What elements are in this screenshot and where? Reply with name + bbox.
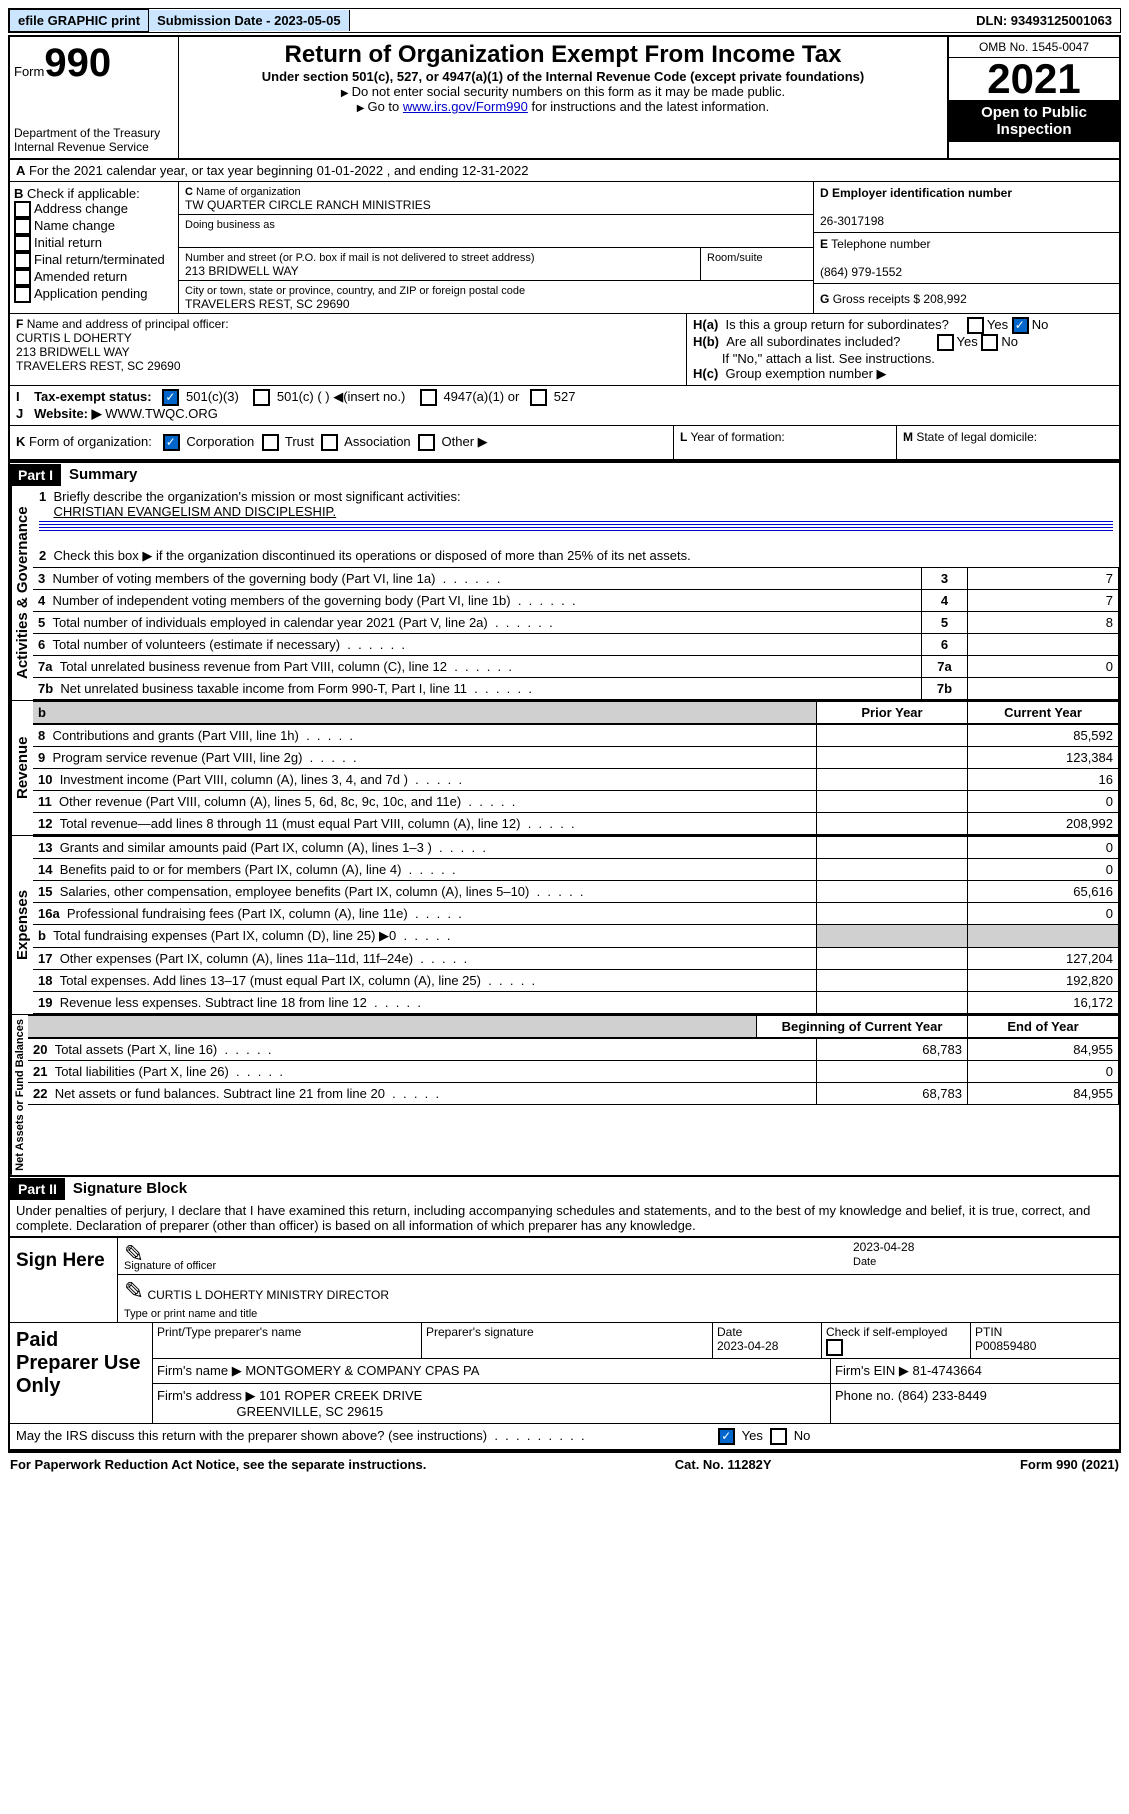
tax-year: 2021 — [949, 58, 1119, 100]
section-d-e-g: D Employer identification number26-30171… — [813, 182, 1119, 313]
city-state-zip: TRAVELERS REST, SC 29690 — [185, 297, 350, 311]
chk-name[interactable] — [14, 218, 31, 235]
vlabel-gov: Activities & Governance — [10, 486, 33, 700]
firm-phone: (864) 233-8449 — [898, 1388, 987, 1403]
declaration: Under penalties of perjury, I declare th… — [10, 1200, 1119, 1236]
dln: DLN: 93493125001063 — [968, 10, 1120, 31]
gov-table: 3 Number of voting members of the govern… — [33, 567, 1119, 700]
chk-ha-yes[interactable] — [967, 317, 984, 334]
form-number: 990 — [44, 41, 111, 85]
section-k-l-m: K Form of organization: Corporation Trus… — [10, 426, 1119, 461]
website: WWW.TWQC.ORG — [105, 406, 218, 421]
form-990-container: Form990 Department of the Treasury Inter… — [8, 35, 1121, 1451]
gross-receipts: 208,992 — [923, 292, 966, 306]
vlabel-rev: Revenue — [10, 701, 33, 835]
vlabel-exp: Expenses — [10, 836, 33, 1014]
chk-4947[interactable] — [420, 389, 437, 406]
part1-gov-block: Activities & Governance 1 Briefly descri… — [10, 486, 1119, 700]
net-header: Beginning of Current YearEnd of Year — [28, 1015, 1119, 1038]
irs-link[interactable]: www.irs.gov/Form990 — [403, 99, 528, 114]
part2-header: Part II Signature Block — [10, 1175, 1119, 1200]
net-table: 20 Total assets (Part X, line 16) . . . … — [28, 1038, 1119, 1105]
page-footer: For Paperwork Reduction Act Notice, see … — [8, 1451, 1121, 1476]
chk-app-pending[interactable] — [14, 286, 31, 303]
chk-address[interactable] — [14, 201, 31, 218]
open-public-badge: Open to Public Inspection — [949, 100, 1119, 142]
chk-501c3[interactable] — [162, 389, 179, 406]
chk-ha-no[interactable] — [1012, 317, 1029, 334]
chk-corp[interactable] — [163, 434, 180, 451]
part1-net-block: Net Assets or Fund Balances Beginning of… — [10, 1014, 1119, 1175]
chk-final[interactable] — [14, 252, 31, 269]
chk-hb-yes[interactable] — [937, 334, 954, 351]
rev-table: bPrior YearCurrent Year — [33, 701, 1119, 724]
exp-table: 13 Grants and similar amounts paid (Part… — [33, 836, 1119, 1014]
chk-501c[interactable] — [253, 389, 270, 406]
efile-button[interactable]: efile GRAPHIC print — [9, 9, 149, 32]
vlabel-net: Net Assets or Fund Balances — [10, 1015, 28, 1175]
telephone: (864) 979-1552 — [820, 265, 902, 279]
chk-hb-no[interactable] — [981, 334, 998, 351]
discuss-line: May the IRS discuss this return with the… — [10, 1423, 1119, 1449]
form-header: Form990 Department of the Treasury Inter… — [10, 37, 1119, 160]
chk-assoc[interactable] — [321, 434, 338, 451]
street-address: 213 BRIDWELL WAY — [185, 264, 299, 278]
chk-discuss-yes[interactable] — [718, 1428, 735, 1445]
section-i-j: I Tax-exempt status: 501(c)(3) 501(c) ( … — [10, 386, 1119, 426]
form-word: Form — [14, 64, 44, 79]
section-b-through-g: B Check if applicable: Address change Na… — [10, 182, 1119, 314]
sign-here-block: Sign Here ✎Signature of officer 2023-04-… — [10, 1236, 1119, 1322]
form-title: Return of Organization Exempt From Incom… — [183, 41, 943, 69]
part1-rev-block: Revenue bPrior YearCurrent Year 8 Contri… — [10, 700, 1119, 835]
subtitle-3: Go to www.irs.gov/Form990 for instructio… — [183, 99, 943, 114]
chk-self-employed[interactable] — [826, 1339, 843, 1356]
section-f-h: F Name and address of principal officer:… — [10, 314, 1119, 386]
top-bar: efile GRAPHIC print Submission Date - 20… — [8, 8, 1121, 33]
officer-sig-name: CURTIS L DOHERTY MINISTRY DIRECTOR — [147, 1288, 389, 1302]
firm-address: 101 ROPER CREEK DRIVE — [259, 1388, 422, 1403]
ptin: P00859480 — [975, 1339, 1036, 1353]
dept-treasury: Department of the Treasury — [14, 126, 174, 140]
officer-name: CURTIS L DOHERTY — [16, 331, 132, 345]
irs-label: Internal Revenue Service — [14, 140, 174, 154]
part1-exp-block: Expenses 13 Grants and similar amounts p… — [10, 835, 1119, 1014]
ein: 26-3017198 — [820, 214, 884, 228]
subtitle-2: Do not enter social security numbers on … — [183, 84, 943, 99]
chk-other[interactable] — [418, 434, 435, 451]
part1-header: Part I Summary — [10, 461, 1119, 486]
chk-discuss-no[interactable] — [770, 1428, 787, 1445]
section-c: C Name of organizationTW QUARTER CIRCLE … — [178, 182, 813, 313]
section-b: B Check if applicable: Address change Na… — [10, 182, 178, 313]
line-a: A For the 2021 calendar year, or tax yea… — [10, 160, 1119, 182]
chk-trust[interactable] — [262, 434, 279, 451]
rev-rows: 8 Contributions and grants (Part VIII, l… — [33, 724, 1119, 835]
submission-date: Submission Date - 2023-05-05 — [149, 10, 350, 31]
mission: CHRISTIAN EVANGELISM AND DISCIPLESHIP. — [53, 504, 336, 519]
firm-name: MONTGOMERY & COMPANY CPAS PA — [245, 1363, 479, 1378]
org-name: TW QUARTER CIRCLE RANCH MINISTRIES — [185, 198, 431, 212]
chk-amended[interactable] — [14, 269, 31, 286]
paid-preparer-block: Paid Preparer Use Only Print/Type prepar… — [10, 1322, 1119, 1423]
subtitle-1: Under section 501(c), 527, or 4947(a)(1)… — [183, 69, 943, 84]
firm-ein: 81-4743664 — [913, 1363, 982, 1378]
chk-527[interactable] — [530, 389, 547, 406]
chk-initial[interactable] — [14, 235, 31, 252]
